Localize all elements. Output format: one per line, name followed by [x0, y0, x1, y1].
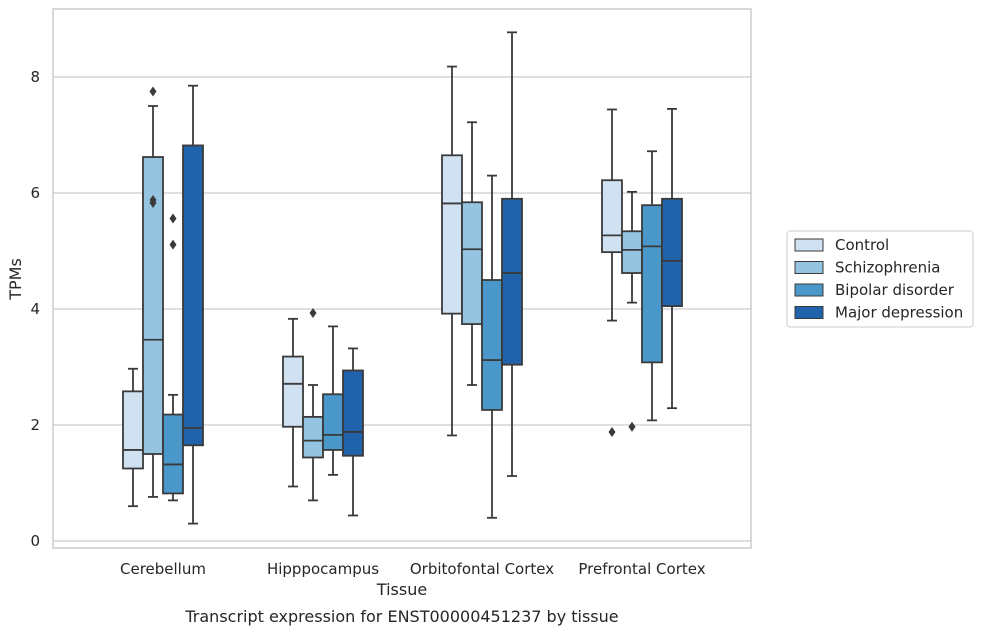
box-schizophrenia	[621, 190, 643, 432]
outlier-point	[309, 308, 317, 319]
box-iqr	[601, 179, 623, 254]
box-iqr	[342, 369, 364, 457]
x-tick-label: Cerebellum	[120, 560, 206, 578]
outlier-point	[149, 197, 157, 208]
legend-swatch	[794, 283, 824, 297]
legend: Control Schizophrenia Bipolar disorder Majo…	[786, 230, 974, 328]
box-iqr	[282, 355, 304, 428]
box-iqr	[481, 279, 503, 411]
box-iqr	[142, 156, 164, 455]
chart-caption: Transcript expression for ENST0000045123…	[184, 607, 618, 626]
plot-frame	[52, 8, 752, 549]
box-schizophrenia	[142, 86, 164, 498]
box-iqr	[641, 204, 663, 364]
y-tick-label: 6	[30, 184, 40, 202]
box-iqr	[501, 197, 523, 366]
x-axis-title: Tissue	[376, 580, 427, 599]
x-tick-label: Orbitofontal Cortex	[410, 560, 554, 578]
legend-swatch	[794, 261, 824, 274]
outlier-point	[169, 239, 177, 250]
legend-label: Schizophrenia	[835, 259, 940, 277]
outlier-point	[608, 426, 616, 437]
box-groups	[122, 31, 683, 525]
box-iqr	[122, 390, 144, 470]
box-major-depression	[342, 347, 364, 517]
box-bipolar-disorder	[481, 174, 503, 519]
box-iqr	[441, 154, 463, 315]
y-tick-label: 4	[30, 300, 40, 318]
legend-label: Control	[835, 236, 889, 254]
box-bipolar-disorder	[641, 150, 663, 422]
legend-frame	[786, 230, 974, 328]
x-tick-label: Hipppocampus	[267, 560, 379, 578]
outlier-point	[628, 421, 636, 432]
box-control	[282, 317, 304, 488]
legend-swatch	[794, 306, 824, 319]
box-schizophrenia	[461, 121, 483, 386]
box-iqr	[162, 413, 184, 495]
box-schizophrenia	[302, 308, 324, 502]
outlier-point	[169, 213, 177, 224]
legend-swatch	[794, 238, 824, 252]
box-bipolar-disorder	[322, 325, 344, 476]
y-tick-label: 8	[30, 68, 40, 86]
legend-label: Bipolar disorder	[835, 281, 955, 299]
legend-label: Major depression	[835, 304, 963, 322]
y-axis-title: TPMs	[6, 258, 25, 301]
box-bipolar-disorder	[162, 213, 184, 502]
box-major-depression	[182, 84, 204, 525]
outlier-point	[149, 86, 157, 97]
box-iqr	[302, 415, 324, 459]
y-tick-label: 2	[30, 416, 40, 434]
box-iqr	[322, 393, 344, 451]
y-tick-labels: 0 2 4 6 8	[30, 68, 40, 550]
y-tick-label: 0	[30, 532, 40, 550]
box-control	[601, 108, 623, 437]
box-iqr	[661, 197, 683, 308]
box-control	[122, 367, 144, 508]
x-tick-label: Prefrontal Cortex	[578, 560, 705, 578]
box-major-depression	[661, 108, 683, 410]
box-major-depression	[501, 31, 523, 477]
box-iqr	[182, 144, 204, 447]
x-tick-labels: Cerebellum Hipppocampus Orbitofontal Corte…	[120, 560, 706, 578]
box-iqr	[621, 230, 643, 274]
box-iqr	[461, 201, 483, 325]
